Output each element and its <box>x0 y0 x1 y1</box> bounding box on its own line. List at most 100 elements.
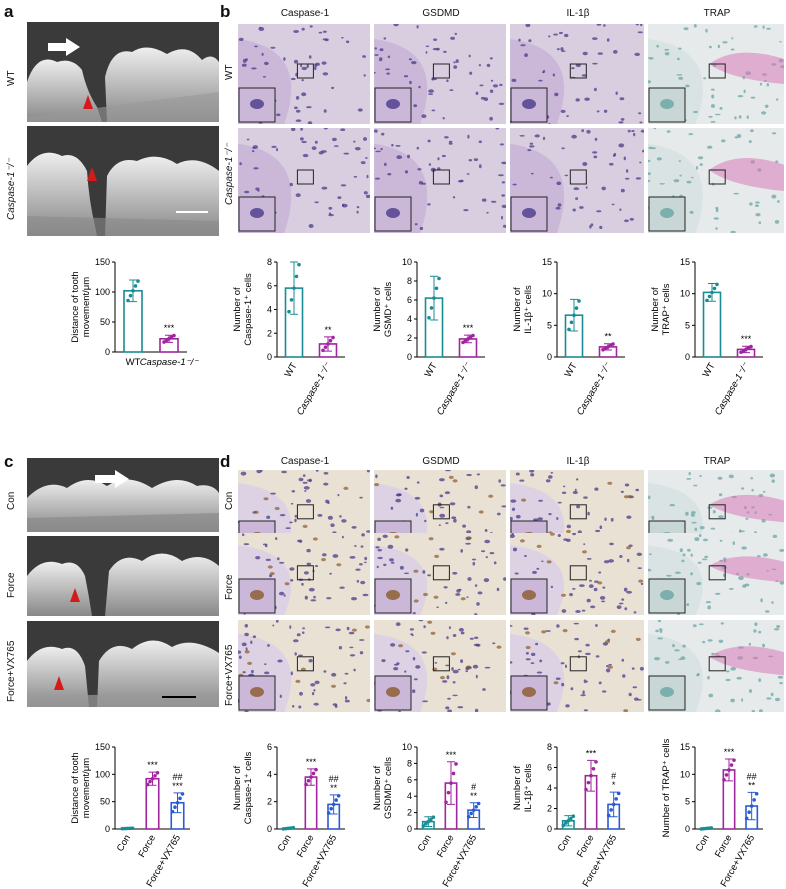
data-point <box>611 802 616 807</box>
category-label: Force <box>575 833 597 860</box>
axis-label: Distance of tooth <box>70 752 81 823</box>
category-label: Caspase-1⁻/⁻ <box>295 360 334 417</box>
tick-label: 6 <box>547 763 552 773</box>
tick-label: 15 <box>680 742 690 752</box>
histology-tile-d <box>238 620 370 712</box>
histology-tile-d <box>648 533 784 615</box>
data-point <box>309 775 313 779</box>
chart-b-caspase1: 0 2 4 6 8 Number of Caspase-1⁺ cells WT ** Caspas… <box>232 257 345 417</box>
data-point <box>150 776 155 781</box>
tick-label: 2 <box>547 804 552 814</box>
col-label-trap: TRAP <box>703 8 731 19</box>
row-label-con: Con <box>6 491 17 510</box>
category-label: WT <box>563 361 580 379</box>
data-point <box>444 800 448 805</box>
row-label-force: Force <box>224 574 235 600</box>
data-point <box>326 342 330 346</box>
histology-tile-b <box>510 128 644 233</box>
data-point <box>747 810 751 814</box>
data-point <box>178 796 182 801</box>
significance-label: # <box>611 771 616 781</box>
category-label: Force <box>295 833 317 860</box>
data-point <box>611 342 615 346</box>
panel-letter-c: c <box>4 452 14 471</box>
axis-label: Distance of tooth <box>70 271 81 342</box>
data-point <box>591 766 596 771</box>
chart-b-trap: 0 5 10 15 Number of TRAP⁺ cells WT *** Caspase-1… <box>650 257 763 417</box>
data-point <box>466 814 471 819</box>
data-point <box>311 771 316 776</box>
histology-tile-b <box>374 128 506 233</box>
category-label: Con <box>115 833 133 854</box>
data-point <box>323 345 328 349</box>
tick-label: 2 <box>407 808 412 818</box>
data-point <box>564 821 568 825</box>
significance-label: ** <box>470 791 478 801</box>
significance-label: *** <box>164 323 175 333</box>
arrowhead-icon <box>83 95 93 114</box>
histology-tile-b <box>648 24 784 124</box>
microct-con <box>27 458 219 532</box>
axis-label: Caspase-1⁺ cells <box>243 751 254 824</box>
data-point <box>180 792 185 796</box>
tick-label: 5 <box>685 797 690 807</box>
data-point <box>561 823 566 828</box>
tick-label: 0 <box>547 352 552 362</box>
data-point <box>421 824 426 828</box>
data-point <box>306 778 311 783</box>
data-point <box>584 787 588 792</box>
axis-label: movement/μm <box>81 758 92 818</box>
data-point <box>749 344 753 349</box>
histology-tile-b <box>238 24 370 124</box>
category-label: Con <box>556 833 574 854</box>
tick-label: 0 <box>407 824 412 834</box>
significance-label: *** <box>741 334 752 344</box>
category-label: Caspase-1⁻/⁻ <box>435 360 474 417</box>
data-point <box>569 816 573 821</box>
significance-label: ** <box>748 780 756 790</box>
tick-label: 100 <box>95 769 110 779</box>
data-point <box>727 768 731 772</box>
data-point <box>172 333 176 338</box>
histology-tile-d <box>510 620 644 712</box>
histology-tile-d <box>510 533 644 615</box>
data-point <box>715 282 719 287</box>
data-point <box>314 767 318 772</box>
significance-label: # <box>471 782 476 792</box>
axis-label: GSDMD⁺ cells <box>383 757 394 819</box>
row-label-con: Con <box>224 491 235 510</box>
data-point <box>336 793 341 798</box>
tick-label: 10 <box>402 742 412 752</box>
data-point <box>474 805 478 809</box>
data-point <box>126 298 130 303</box>
data-point <box>429 306 434 310</box>
chart-d-gsdmd: 0 2 4 6 8 10 Number of GSDMD⁺ cells Con *** Force #… <box>372 742 485 889</box>
tick-label: 6 <box>267 281 272 291</box>
axis-label: GSMD⁺ cells <box>383 282 394 337</box>
tick-label: 0 <box>685 824 690 834</box>
tick-label: 5 <box>685 320 690 330</box>
data-point <box>427 315 431 320</box>
data-point <box>128 293 133 298</box>
arrow-right-icon <box>48 38 80 61</box>
row-label-caspase-ko: Caspase-1⁻/⁻ <box>224 143 235 205</box>
tick-label: 0 <box>407 352 412 362</box>
data-point <box>709 826 714 830</box>
data-point <box>145 782 150 787</box>
data-point <box>606 813 611 818</box>
tick-label: 0 <box>105 824 110 834</box>
col-label-caspase1: Caspase-1 <box>280 456 330 467</box>
axis-label: Number of <box>372 287 383 332</box>
data-point <box>707 294 712 299</box>
data-point <box>724 773 729 777</box>
category-label: WT <box>126 357 141 368</box>
histology-tile-d <box>374 620 506 712</box>
tick-label: 6 <box>267 742 272 752</box>
data-point <box>148 779 152 784</box>
tick-label: 0 <box>685 352 690 362</box>
significance-label: ## <box>329 774 339 784</box>
data-point <box>451 771 456 776</box>
significance-label: *** <box>306 757 317 767</box>
data-point <box>754 791 759 796</box>
col-label-caspase1: Caspase-1 <box>280 8 330 19</box>
